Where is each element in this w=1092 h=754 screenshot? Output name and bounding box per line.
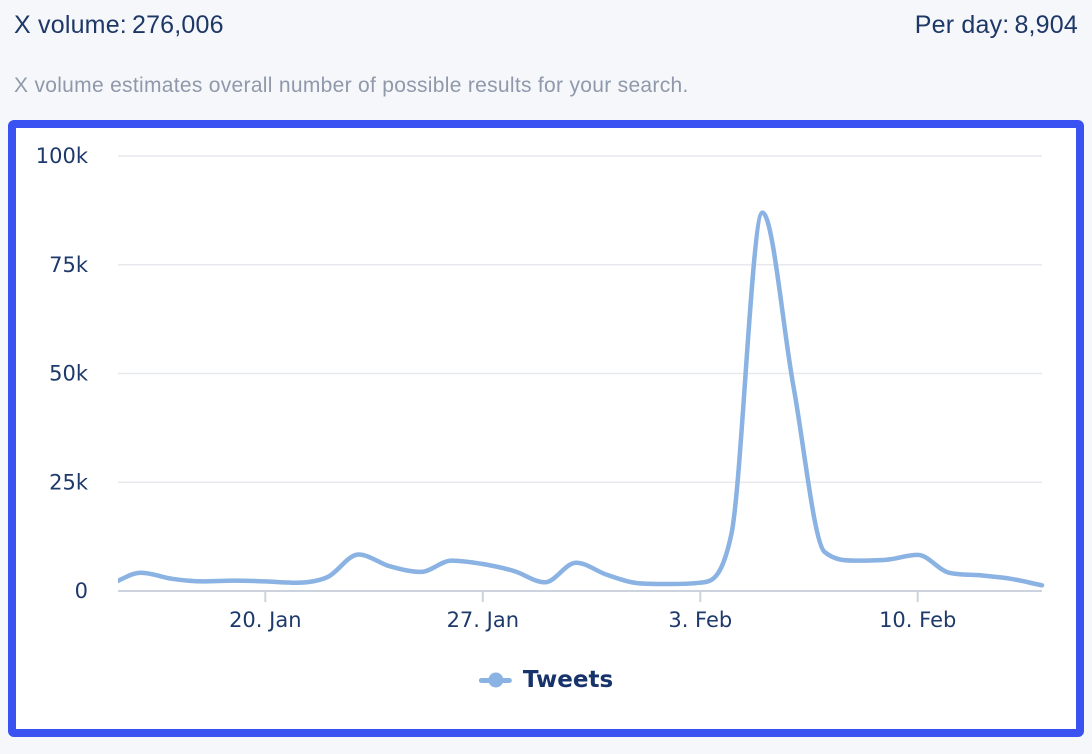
x-volume-stat: X volume: 276,006 xyxy=(14,11,224,40)
x-axis-label: 3. Feb xyxy=(668,608,732,632)
chart-description: X volume estimates overall number of pos… xyxy=(14,74,689,97)
tweets-volume-chart[interactable]: 0 25k 50k 75k 100k 20. Jan 27. Jan 3. Feb 10. Fe… xyxy=(16,128,1076,729)
y-axis-label: 75k xyxy=(49,253,89,277)
per-day-stat: Per day: 8,904 xyxy=(915,11,1078,40)
stats-header: X volume: 276,006 Per day: 8,904 xyxy=(14,11,1078,40)
y-axis-label: 100k xyxy=(36,144,89,168)
x-axis-label: 20. Jan xyxy=(229,608,301,632)
x-axis-label: 27. Jan xyxy=(447,608,519,632)
x-axis-label: 10. Feb xyxy=(879,608,956,632)
x-volume-value: 276,006 xyxy=(131,11,224,39)
y-axis-label: 25k xyxy=(49,470,89,494)
per-day-value: 8,904 xyxy=(1014,11,1078,39)
x-volume-label: X volume: xyxy=(14,11,127,39)
legend-label: Tweets xyxy=(522,667,614,693)
tweets-series-line[interactable] xyxy=(110,210,1045,588)
line-dot-marker-icon xyxy=(478,672,512,688)
marker-dot-icon xyxy=(487,672,503,688)
per-day-label: Per day: xyxy=(914,11,1010,39)
chart-panel: 0 25k 50k 75k 100k 20. Jan 27. Jan 3. Feb 10. Fe… xyxy=(8,120,1084,737)
y-axis-label: 0 xyxy=(75,579,88,603)
legend-item-tweets[interactable]: Tweets xyxy=(478,667,614,693)
y-axis-label: 50k xyxy=(49,362,89,386)
